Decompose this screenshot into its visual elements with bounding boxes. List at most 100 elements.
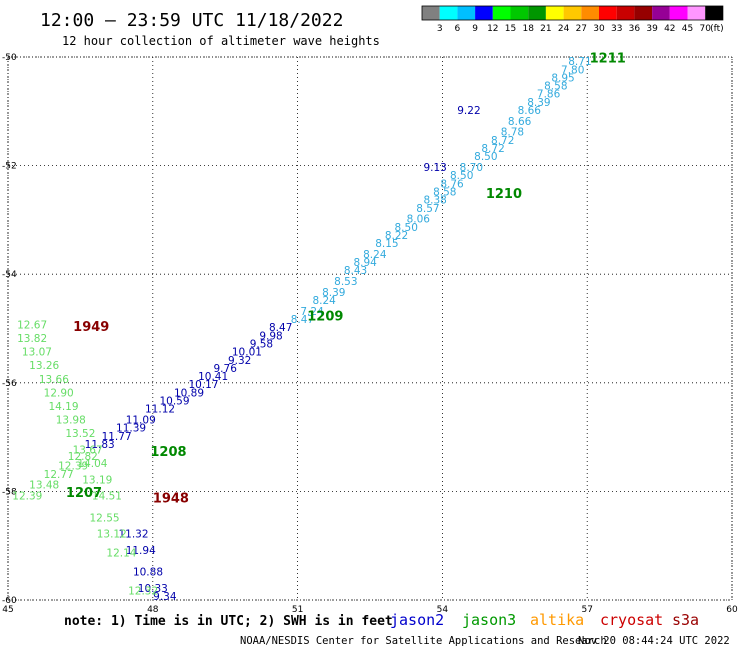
time-label: 1211 (590, 51, 626, 66)
colorbar-swatch (599, 6, 617, 20)
chart-title: 12:00 – 23:59 UTC 11/18/2022 (40, 10, 343, 31)
colorbar-label: 36 (629, 24, 641, 34)
time-label: 1209 (307, 309, 343, 324)
colorbar-label: 33 (611, 24, 622, 34)
x-tick-label: 45 (2, 605, 13, 615)
colorbar-swatch (669, 6, 688, 20)
colorbar-swatch (457, 6, 476, 20)
y-tick-label: -54 (2, 270, 17, 280)
swh-point: 8.24 (312, 295, 336, 307)
swh-point: 13.66 (39, 374, 69, 386)
footer-note: note: 1) Time is in UTC; 2) SWH is in fe… (64, 614, 393, 629)
swh-point: 12.39 (12, 491, 42, 503)
swh-point: 12.32 (128, 586, 158, 598)
swh-point: 10.59 (159, 396, 189, 408)
swh-point: 13.07 (22, 347, 52, 359)
mission-cryosat: cryosat (600, 611, 663, 629)
swh-point: 8.39 (322, 287, 345, 299)
swh-point: 8.66 (518, 105, 542, 117)
y-tick-label: -60 (2, 596, 17, 606)
swh-point: 9.58 (250, 339, 273, 351)
swh-point: 8.06 (407, 214, 431, 226)
swh-point: 8.66 (508, 116, 532, 128)
swh-point: 14.04 (77, 458, 107, 470)
swh-point: 8.78 (501, 127, 524, 139)
swh-point: 8.58 (433, 186, 456, 198)
swh-point: 10.17 (188, 379, 218, 391)
colorbar-label: 12 (487, 24, 498, 34)
y-tick-label: -50 (2, 53, 17, 63)
swh-point: 11.39 (116, 423, 146, 435)
x-tick-label: 57 (581, 605, 592, 615)
x-tick-label: 54 (437, 605, 449, 615)
plot-frame (7, 56, 733, 601)
colorbar-label: 15 (505, 24, 516, 34)
x-tick-label: 60 (726, 605, 738, 615)
colorbar-label: 42 (664, 24, 675, 34)
colorbar: 3 6 9 12 15 18 21 24 27 30 33 36 39 42 45 70 (ft) (421, 5, 724, 34)
colorbar-swatch (492, 6, 511, 20)
mission-s3a: s3a (672, 611, 699, 629)
swh-point: 13.12 (97, 529, 127, 541)
colorbar-swatch (422, 6, 440, 20)
swh-point: 13.52 (65, 428, 95, 440)
colorbar-swatch (439, 6, 458, 20)
swh-point: 8.50 (474, 151, 497, 163)
footer-credit: NOAA/NESDIS Center for Satellite Applica… (240, 635, 607, 647)
colorbar-swatch (687, 6, 706, 20)
swh-point: 8.50 (450, 170, 473, 182)
swh-point: 8.38 (423, 195, 446, 207)
axis-tick-labels: 45 48 51 54 57 60 -50 -52 -54 -56 -58 -60 (2, 53, 738, 615)
swh-point: 8.39 (527, 97, 550, 109)
colorbar-label: 18 (522, 24, 534, 34)
swh-point: 8.70 (460, 162, 483, 174)
colorbar-swatch (528, 6, 546, 20)
swh-point: 12.90 (44, 387, 74, 399)
colorbar-label: 27 (576, 24, 587, 34)
swh-point: 7.80 (561, 64, 584, 76)
swh-point: 9.22 (457, 105, 480, 117)
colorbar-label: 9 (472, 24, 478, 34)
swh-point: 13.48 (29, 480, 59, 492)
swh-point: 12.77 (44, 469, 74, 481)
colorbar-swatch (616, 6, 635, 20)
colorbar-label: 3 (437, 24, 443, 34)
swh-point: 9.13 (423, 162, 446, 174)
mission-jason2: jason2 (390, 611, 444, 629)
colorbar-label: 70 (699, 24, 711, 34)
swh-point: 13.26 (29, 360, 59, 372)
swh-point: 13.82 (17, 333, 47, 345)
swh-point: 14.51 (92, 491, 122, 503)
time-label: 1210 (486, 187, 522, 202)
time-label: 1208 (150, 445, 186, 460)
swh-point: 8.72 (491, 135, 514, 147)
swh-point: 8.50 (395, 222, 418, 234)
time-label: 1949 (73, 320, 109, 335)
time-label: 1948 (153, 491, 189, 506)
swh-point: 12.67 (17, 320, 47, 332)
time-label: 1207 (66, 486, 102, 501)
swh-point: 10.88 (133, 567, 163, 579)
colorbar-swatch (510, 6, 529, 20)
y-tick-label: -58 (2, 487, 17, 497)
swh-point: 12.55 (90, 512, 120, 524)
colorbar-label: 6 (455, 24, 461, 34)
swh-point: 10.33 (138, 583, 168, 595)
footer-timestamp: Nov 20 08:44:24 UTC 2022 (578, 635, 730, 647)
swh-point: 7.24 (300, 306, 324, 318)
swh-point: 8.57 (416, 203, 439, 215)
colorbar-swatch (581, 6, 599, 20)
colorbar-swatch (652, 6, 670, 20)
mission-jason3: jason3 (462, 611, 516, 629)
swh-point: 8.72 (481, 143, 504, 155)
swh-point: 8.47 (291, 314, 314, 326)
colorbar-label: 45 (682, 24, 693, 34)
mission-legend: jason2 jason3 altika cryosat s3a (390, 611, 699, 629)
swh-point: 12.14 (106, 548, 136, 560)
swh-point: 8.22 (385, 230, 408, 242)
colorbar-swatch (705, 6, 723, 20)
data-points: 8.717.808.958.587.868.398.668.668.788.72… (12, 56, 591, 603)
colorbar-label: 39 (646, 24, 658, 34)
swh-point: 11.94 (126, 545, 156, 557)
